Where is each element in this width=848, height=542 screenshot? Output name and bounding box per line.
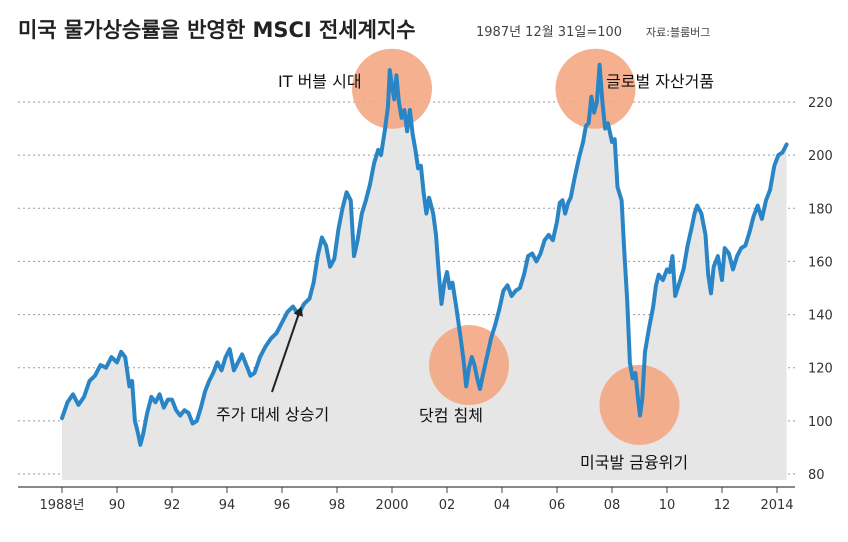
annotation-us-financial-crisis: 미국발 금융위기 [580,453,688,472]
x-tick-label: 1988년 [39,498,84,513]
y-tick-label: 220 [808,96,833,111]
x-tick-label: 96 [274,498,291,513]
x-tick-label: 12 [714,498,731,513]
y-tick-label: 80 [808,468,825,483]
x-tick-label: 92 [164,498,181,513]
annotation-global-asset-bubble: 글로벌 자산거품 [606,72,714,91]
chart-subtitle: 1987년 12월 31일=100 [476,25,622,40]
x-tick-label: 94 [219,498,236,513]
trend-arrow-head [293,306,304,317]
x-tick-label: 02 [439,498,456,513]
annotation-circle-1 [555,48,636,129]
annotation-bull-market: 주가 대세 상승기 [216,405,329,424]
annotation-it-bubble: IT 버블 시대 [278,72,362,91]
x-tick-label: 06 [549,498,566,513]
annotation-dotcom-recession: 닷컴 침체 [419,406,483,425]
chart-title: 미국 물가상승률을 반영한 MSCI 전세계지수 [18,18,416,42]
x-tick-label: 2000 [375,498,408,513]
x-tick-label: 10 [659,498,676,513]
y-tick-label: 140 [808,309,833,324]
x-tick-label: 08 [604,498,621,513]
area-fill [62,64,787,481]
y-tick-label: 160 [808,255,833,270]
trend-arrow [271,314,300,393]
x-tick-label: 2014 [760,498,793,513]
y-axis: 80 100 120 140 160 180 200 220 [808,96,833,483]
y-tick-label: 120 [808,362,833,377]
x-tick-label: 04 [494,498,511,513]
x-tick-label: 98 [329,498,346,513]
series-line [60,62,789,447]
x-axis: 1988년 90 92 94 96 98 2000 02 04 06 08 10 12 2014 [39,487,794,513]
y-tick-label: 180 [808,202,833,217]
x-tick-label: 90 [109,498,126,513]
chart-source: 자료:블룸버그 [646,26,710,39]
y-tick-label: 200 [808,149,833,164]
y-tick-label: 100 [808,415,833,430]
